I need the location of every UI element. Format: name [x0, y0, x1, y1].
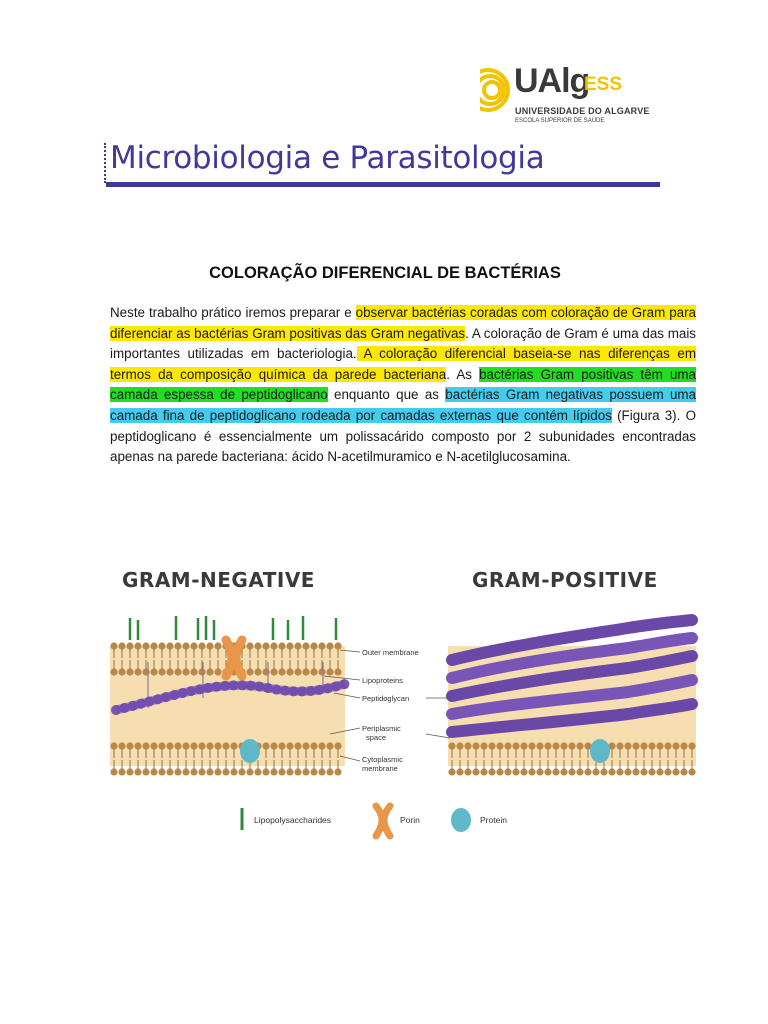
legend-protein: Protein: [480, 815, 507, 825]
logo-suffix: ESS: [584, 74, 623, 95]
label-peptidoglycan: Peptidoglycan: [362, 694, 409, 703]
title-underline: [106, 182, 660, 187]
label-cytoplasmic: Cytoplasmic: [362, 755, 403, 764]
paragraph-text: . As: [446, 366, 480, 382]
protein-gram-positive: [590, 739, 610, 763]
gram-positive-cytoplasmic-membrane: [448, 742, 696, 776]
label-periplasmic: Periplasmic: [362, 724, 401, 733]
legend-porin-icon: [372, 802, 394, 840]
paragraph-text: (Figura 3). O peptidoglicano é essencial…: [110, 407, 697, 465]
gram-negative-peptidoglycan-core: [114, 679, 347, 715]
label-lipoproteins: Lipoproteins: [362, 676, 403, 685]
paragraph-text: Neste trabalho prático iremos preparar e: [110, 305, 356, 320]
paragraph-text: . A coloração de Gram é uma das mais imp…: [110, 325, 696, 362]
body-paragraph: Neste trabalho prático iremos preparar e…: [110, 303, 697, 468]
gram-negative-title: GRAM-NEGATIVE: [122, 568, 315, 592]
legend-lipopolysaccharides: Lipopolysaccharides: [254, 815, 331, 825]
label-membrane: membrane: [362, 764, 398, 773]
ualg-ess-logo: UAlg ESS UNIVERSIDADE DO ALGARVE ESCOLA …: [466, 62, 666, 128]
ualg-sun-icon: [466, 66, 510, 114]
logo-university: UNIVERSIDADE DO ALGARVE: [515, 106, 650, 116]
legend-protein-icon: [451, 808, 471, 832]
porin-shape: [221, 635, 247, 681]
gram-positive-peptidoglycan: [446, 614, 698, 738]
title-margin-marker: [104, 143, 108, 183]
section-heading: COLORAÇÃO DIFERENCIAL DE BACTÉRIAS: [209, 264, 561, 282]
gram-positive-title: GRAM-POSITIVE: [472, 568, 658, 592]
gram-cell-wall-figure: GRAM-NEGATIVE GRAM-POSITIVE: [108, 548, 700, 848]
protein-gram-negative: [240, 739, 260, 763]
gram-negative-cytoplasmic-membrane: [110, 742, 342, 776]
label-space: space: [366, 733, 386, 742]
cell-wall-diagram: Outer membrane Lipoproteins Peptidoglyca…: [110, 614, 698, 840]
page-title: Microbiologia e Parasitologia: [110, 140, 545, 176]
legend-porin: Porin: [400, 815, 420, 825]
logo-brand: UAlg: [514, 62, 590, 100]
lipopolysaccharides: [128, 616, 338, 640]
logo-school: ESCOLA SUPERIOR DE SAÚDE: [515, 118, 605, 124]
label-outer-membrane: Outer membrane: [362, 648, 419, 657]
label-leaders: [323, 649, 452, 762]
paragraph-text: enquanto que as: [327, 387, 446, 403]
